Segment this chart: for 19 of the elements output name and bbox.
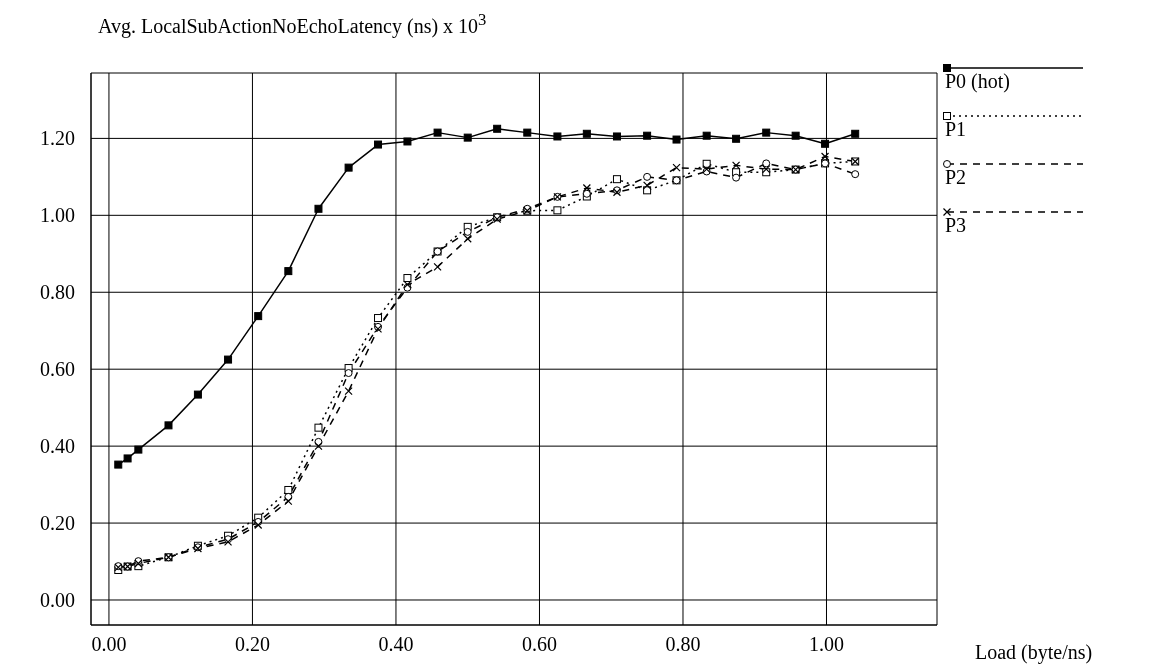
y-tick-label: 0.20 xyxy=(40,512,75,535)
x-tick-label: 1.00 xyxy=(809,633,844,656)
chart-title: Avg. LocalSubActionNoEchoLatency (ns) x 10$^{3}$ xyxy=(98,10,487,38)
y-tick-label: 0.00 xyxy=(40,589,75,612)
legend-label: P1 xyxy=(945,118,967,140)
y-tick-label: 0.40 xyxy=(40,435,75,458)
y-tick-label: 1.20 xyxy=(40,127,75,150)
legend-label: P0 (hot) xyxy=(945,70,1010,92)
legend-label: P3 xyxy=(945,214,967,236)
x-tick-label: 0.00 xyxy=(91,633,127,656)
y-tick-label: 0.80 xyxy=(40,281,75,304)
x-tick-label: 0.60 xyxy=(521,633,557,656)
x-tick-label: 0.40 xyxy=(378,633,414,656)
x-tick-label: 0.20 xyxy=(234,633,270,656)
y-tick-label: 1.00 xyxy=(40,204,75,227)
x-axis-title: Load (byte/ns) xyxy=(975,641,1093,664)
y-tick-label: 0.60 xyxy=(40,358,75,381)
x-tick-label: 0.80 xyxy=(665,633,701,656)
legend-label: P2 xyxy=(945,166,967,188)
